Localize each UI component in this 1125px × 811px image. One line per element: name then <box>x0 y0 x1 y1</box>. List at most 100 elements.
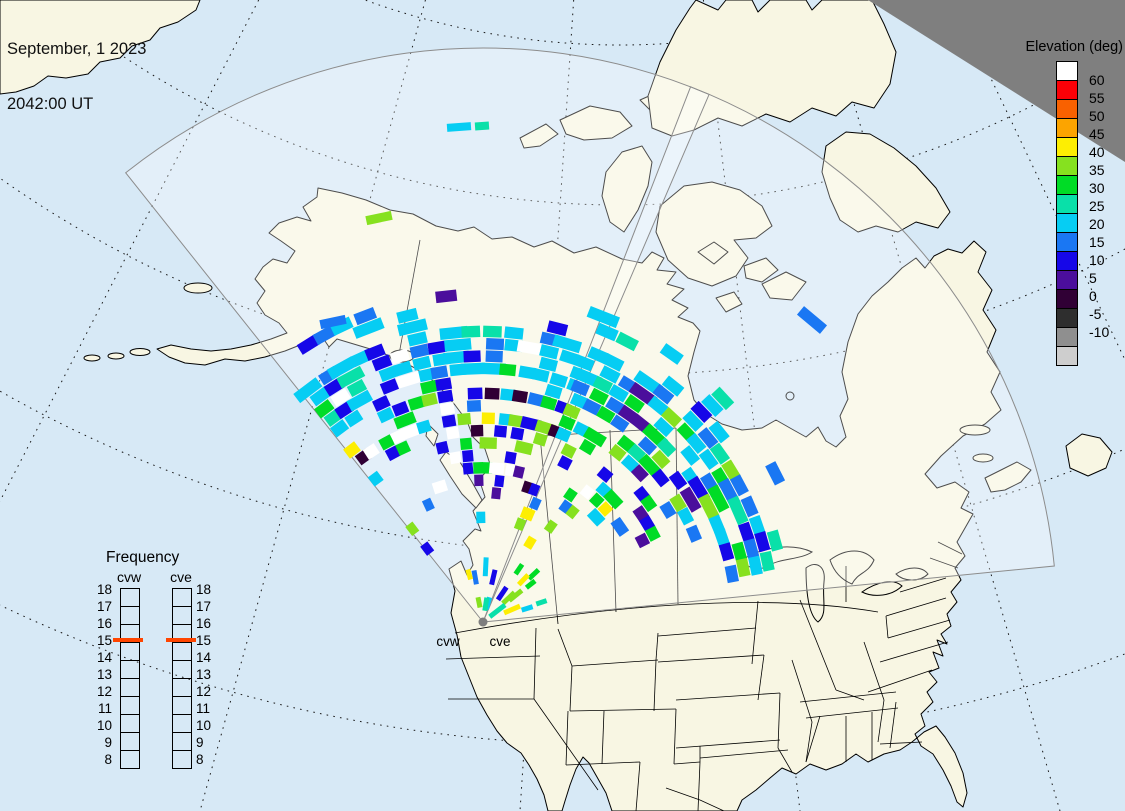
island-hudson-bay-islet <box>785 391 795 401</box>
elevation-tick-label: 25 <box>1089 198 1105 214</box>
elevation-cell-cve <box>701 394 724 417</box>
elevation-cell-cve <box>718 542 735 562</box>
graticule-meridian <box>953 0 1125 361</box>
border-line <box>777 747 793 773</box>
elevation-cell-cvw <box>384 445 401 462</box>
elevation-cell-cvw <box>459 437 473 451</box>
frequency-scale-cell <box>120 714 140 733</box>
elevation-tick-label: 30 <box>1089 180 1105 196</box>
elevation-cell-cvw <box>484 387 500 400</box>
elevation-cell-cvw <box>439 325 469 340</box>
elevation-tick-label: 55 <box>1089 90 1105 106</box>
frequency-scale-cell <box>172 750 192 769</box>
elevation-cell-cvw <box>445 426 460 440</box>
elevation-cell-cvw <box>396 307 419 324</box>
elevation-cell-cvw <box>491 487 502 500</box>
frequency-column-label-cvw: cvw <box>116 569 142 585</box>
island-nova-scotia <box>984 461 1032 493</box>
elevation-cell-cvw <box>314 399 335 419</box>
elevation-cell-cve <box>707 484 730 513</box>
frequency-scale-cell <box>172 678 192 697</box>
elevation-cell-cve <box>698 493 720 521</box>
elevation-colorbar-cell <box>1056 213 1078 233</box>
elevation-cell-cve <box>740 495 759 518</box>
elevation-data-cells <box>293 121 828 619</box>
elevation-cell-cvw <box>512 465 525 479</box>
elevation-colorbar-cell <box>1056 232 1078 252</box>
border-line <box>751 600 759 665</box>
near-site-streak <box>513 562 525 576</box>
elevation-cell-cve <box>562 403 581 420</box>
elevation-cell-cve <box>682 410 704 432</box>
border-line <box>673 761 701 765</box>
frequency-scale-cell <box>120 678 140 697</box>
border-line <box>877 699 885 743</box>
elevation-cell-cve <box>659 343 684 365</box>
elevation-cell-cvw <box>485 338 505 351</box>
border-line <box>879 741 923 745</box>
elevation-colorbar-cell <box>1056 308 1078 328</box>
elevation-cell-cve <box>729 474 749 497</box>
elevation-cell-cve <box>765 461 786 486</box>
time-text: 2042:00 UT <box>7 95 94 114</box>
elevation-cell-cvw <box>407 331 428 347</box>
elevation-cell-cve <box>522 507 536 522</box>
island-prince-patrick <box>519 123 559 149</box>
elevation-cell-cvw <box>393 360 413 377</box>
elevation-cell-cvw <box>511 389 529 404</box>
elevation-cell-cvw <box>449 451 462 465</box>
border-line <box>533 698 599 791</box>
elevation-colorbar-cell <box>1056 156 1078 176</box>
elevation-cell-cve <box>638 453 662 478</box>
elevation-tick-label: 0 <box>1089 288 1097 304</box>
island-king-william <box>715 291 743 313</box>
elevation-cell-cvw <box>460 362 486 375</box>
elevation-legend-title: Elevation (deg) <box>1025 39 1123 55</box>
near-site-streak <box>482 597 490 612</box>
elevation-cell-cve <box>578 438 597 456</box>
elevation-cell-cvw <box>396 318 428 337</box>
elevation-cell-cvw <box>441 414 457 428</box>
border-line <box>889 701 897 749</box>
elevation-cell-cvw <box>362 443 380 460</box>
elevation-tick-label: 15 <box>1089 234 1105 250</box>
frequency-marker-cvw <box>113 638 143 642</box>
border-line <box>799 691 897 703</box>
near-site-streak <box>516 573 530 587</box>
frequency-scale-cell <box>172 606 192 625</box>
elevation-cell-cvw <box>407 395 425 411</box>
island-southampton <box>761 271 807 301</box>
elevation-tick-label: 45 <box>1089 126 1105 142</box>
elevation-cell-cve <box>588 387 609 406</box>
elevation-tick-label: 60 <box>1089 72 1105 88</box>
elevation-cell-cvw <box>389 348 410 365</box>
frequency-tick-label: 18 <box>196 582 212 597</box>
elevation-cell-cvw <box>531 367 550 383</box>
elevation-cell-cvw <box>500 388 516 402</box>
lake-ontario <box>895 567 929 581</box>
frequency-tick-label: 16 <box>96 616 112 631</box>
border-line <box>657 654 765 663</box>
elevation-cell-cvw <box>330 388 351 407</box>
elevation-cell-cvw <box>507 414 523 428</box>
elevation-cell-cve <box>523 535 537 550</box>
elevation-cell-cvw <box>493 425 508 438</box>
elevation-cell-cvw <box>559 349 580 366</box>
elevation-cell-cve <box>586 507 606 527</box>
elevation-cell-cve <box>528 496 542 511</box>
elevation-cell-cve <box>595 322 619 342</box>
near-site-streak <box>475 596 483 608</box>
elevation-tick-label: -5 <box>1089 306 1102 322</box>
elevation-cell-cve <box>603 488 624 510</box>
frequency-tick-label: 9 <box>196 735 204 750</box>
elevation-cell-cvw <box>504 326 524 340</box>
elevation-cell-cve <box>651 468 670 488</box>
border-line <box>757 654 765 701</box>
elevation-cell-cve <box>735 557 751 578</box>
elevation-cell-cve <box>570 379 590 397</box>
border-line <box>635 761 641 811</box>
elevation-cell-cvw <box>574 354 595 372</box>
island-victoria <box>655 181 773 287</box>
